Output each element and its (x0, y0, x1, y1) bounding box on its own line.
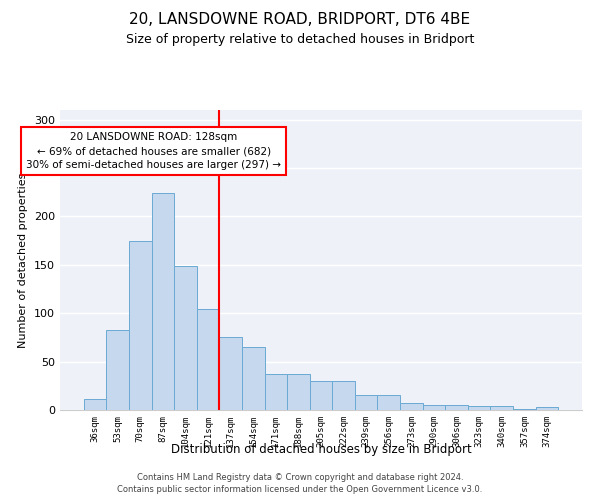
Bar (220, 338, 242, 410)
Bar (536, 407, 558, 410)
Bar (445, 405, 468, 410)
Bar (355, 396, 377, 410)
Bar (242, 347, 265, 410)
Bar (422, 405, 445, 410)
Text: 20 LANSDOWNE ROAD: 128sqm
← 69% of detached houses are smaller (682)
30% of semi: 20 LANSDOWNE ROAD: 128sqm ← 69% of detac… (26, 132, 281, 170)
Bar (129, 240, 152, 410)
Bar (174, 266, 197, 410)
Text: Contains public sector information licensed under the Open Government Licence v3: Contains public sector information licen… (118, 485, 482, 494)
Bar (468, 406, 490, 410)
Y-axis label: Number of detached properties: Number of detached properties (19, 172, 28, 348)
Text: 20, LANSDOWNE ROAD, BRIDPORT, DT6 4BE: 20, LANSDOWNE ROAD, BRIDPORT, DT6 4BE (130, 12, 470, 28)
Bar (377, 396, 400, 410)
Bar (152, 193, 174, 410)
Bar (287, 374, 310, 410)
Text: Distribution of detached houses by size in Bridport: Distribution of detached houses by size … (170, 442, 472, 456)
Text: Contains HM Land Registry data © Crown copyright and database right 2024.: Contains HM Land Registry data © Crown c… (137, 472, 463, 482)
Text: Size of property relative to detached houses in Bridport: Size of property relative to detached ho… (126, 32, 474, 46)
Bar (490, 406, 513, 410)
Bar (84, 400, 106, 410)
Bar (197, 310, 220, 410)
Bar (513, 409, 536, 410)
Bar (265, 374, 287, 410)
Bar (310, 381, 332, 410)
Bar (332, 381, 355, 410)
Bar (400, 403, 422, 410)
Bar (106, 330, 129, 410)
